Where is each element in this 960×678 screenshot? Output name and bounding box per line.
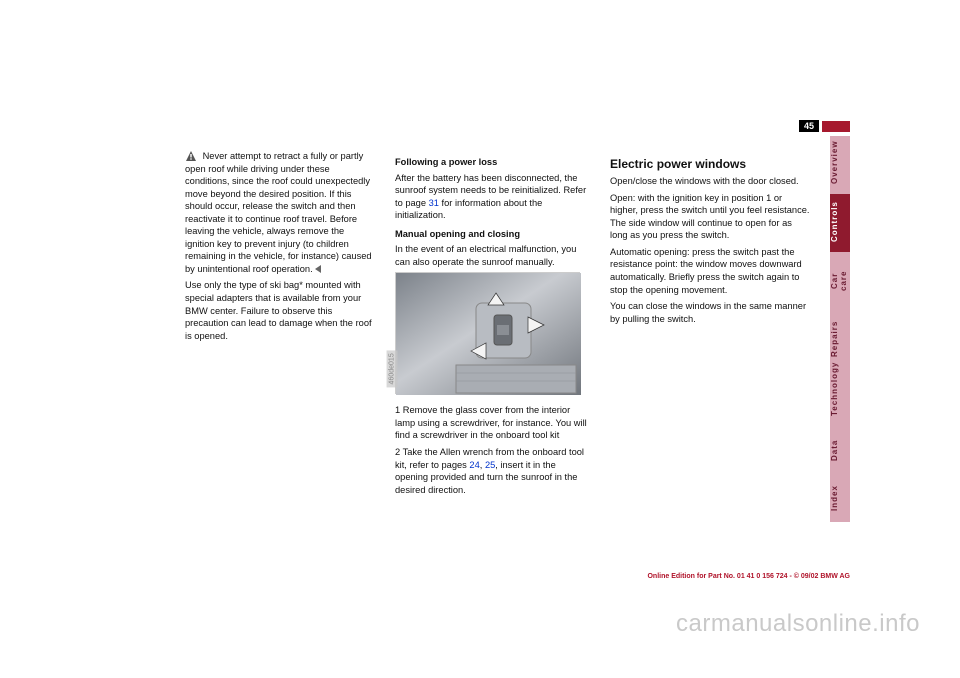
column-2: Following a power loss After the battery… [395, 150, 590, 500]
column-1: Never attempt to retract a fully or part… [185, 150, 375, 346]
windows-p3: Automatic opening: press the switch past… [610, 246, 810, 296]
page-link-25[interactable]: 25 [485, 460, 495, 470]
page-number-bar: 45 [799, 120, 850, 132]
heading-windows: Electric power windows [610, 156, 810, 172]
page-link-31[interactable]: 31 [429, 198, 439, 208]
tab-data[interactable]: Data [830, 426, 850, 474]
column-3: Electric power windows Open/close the wi… [610, 150, 810, 329]
windows-p1: Open/close the windows with the door clo… [610, 175, 810, 188]
tab-index[interactable]: Index [830, 474, 850, 522]
image-code: 460de015 [387, 350, 398, 387]
page-number: 45 [799, 120, 819, 132]
tab-repairs[interactable]: Repairs [830, 310, 850, 368]
page-content: 45 Never attempt to retract a fully or p… [110, 100, 850, 580]
sunroof-photo: 460de015 [395, 272, 580, 394]
warning-paragraph: Never attempt to retract a fully or part… [185, 150, 375, 275]
watermark: carmanualsonline.info [676, 610, 920, 638]
page-accent [822, 121, 850, 132]
ski-bag-note: Use only the type of ski bag* mounted wi… [185, 279, 375, 342]
heading-manual: Manual opening and closing [395, 228, 590, 241]
tab-carcare[interactable]: Car care [830, 252, 850, 310]
step-2: 2 Take the Allen wrench from the onboard… [395, 446, 590, 496]
warning-icon [185, 150, 197, 162]
tab-controls[interactable]: Controls [830, 194, 850, 252]
tab-technology[interactable]: Technology [830, 368, 850, 426]
heading-power-loss: Following a power loss [395, 156, 590, 169]
power-loss-text: After the battery has been disconnected,… [395, 172, 590, 222]
manual-intro: In the event of an electrical malfunctio… [395, 243, 590, 268]
footer-edition: Online Edition for Part No. 01 41 0 156 … [647, 573, 850, 580]
side-tabs: Overview Controls Car care Repairs Techn… [830, 136, 850, 522]
step-1: 1 Remove the glass cover from the interi… [395, 404, 590, 442]
page-link-24[interactable]: 24 [469, 460, 479, 470]
end-marker-icon [315, 265, 321, 273]
tab-overview[interactable]: Overview [830, 136, 850, 194]
windows-p4: You can close the windows in the same ma… [610, 300, 810, 325]
warning-text-1: Never attempt to retract a fully or part… [185, 151, 372, 274]
windows-p2: Open: with the ignition key in position … [610, 192, 810, 242]
